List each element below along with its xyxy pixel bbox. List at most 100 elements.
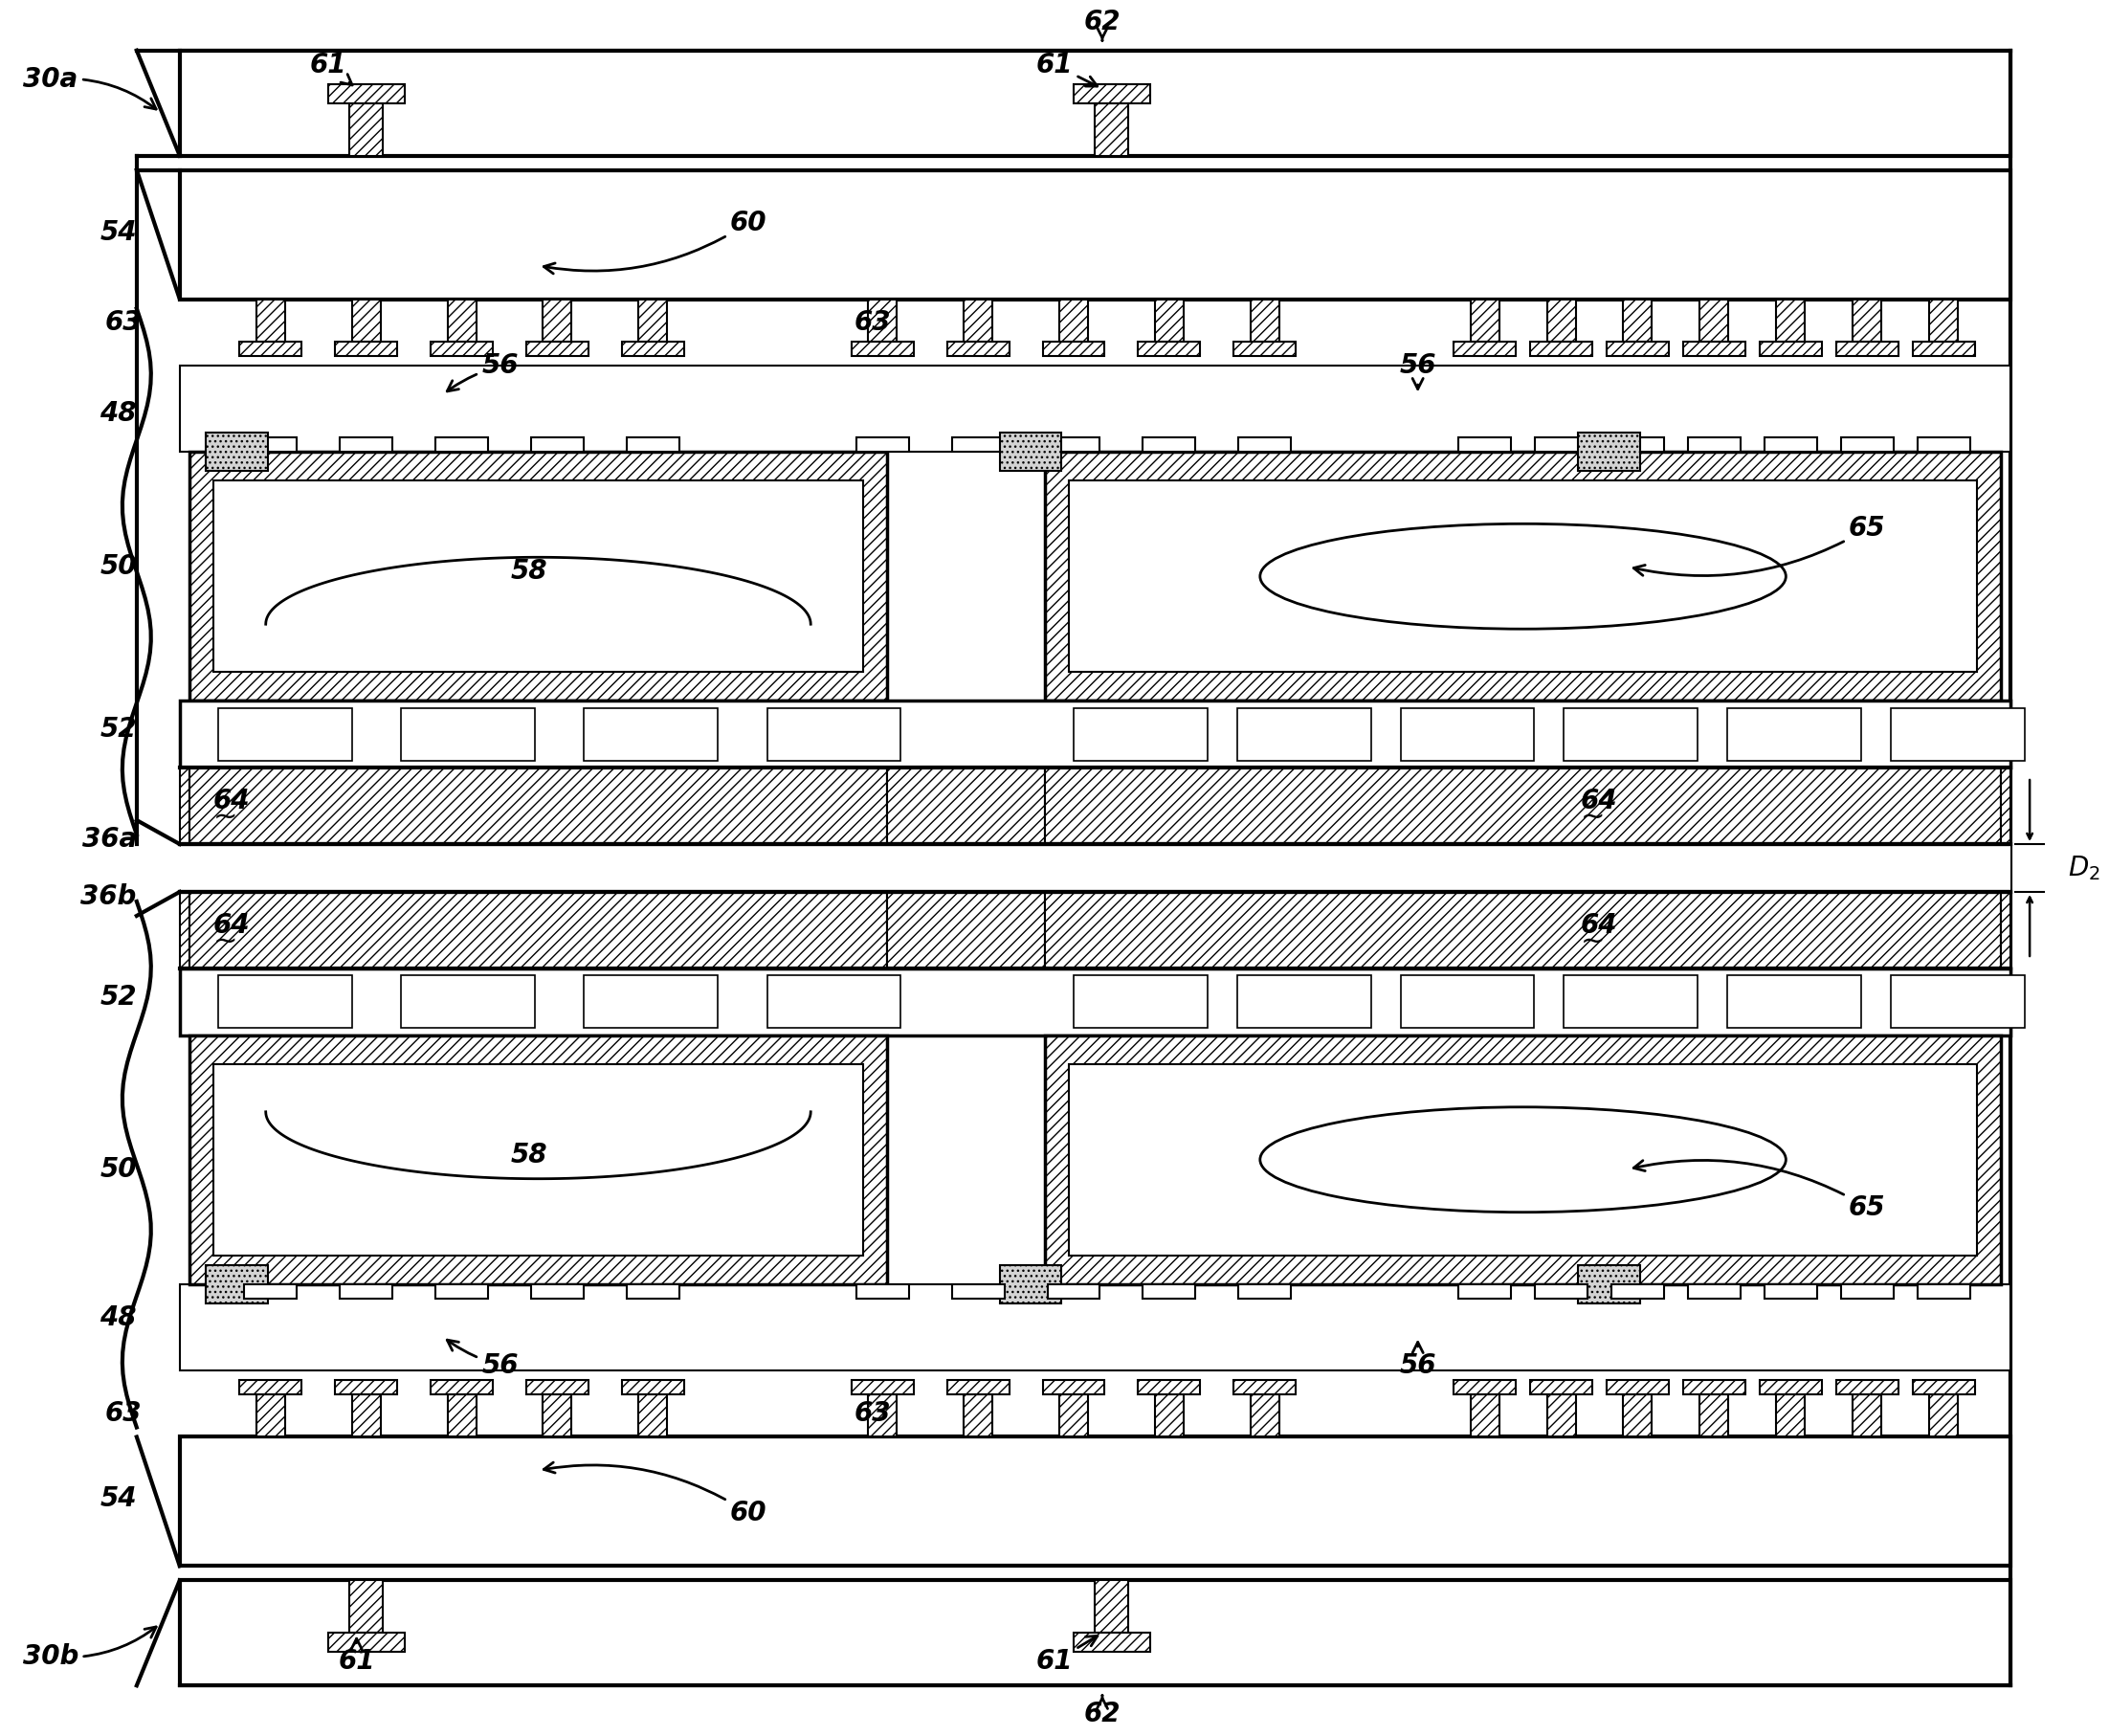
Bar [1841,437,1894,451]
Bar [401,976,536,1028]
Bar [1578,1266,1641,1304]
Text: 56: 56 [1400,352,1436,389]
Bar [245,437,297,451]
Bar [255,299,285,342]
Bar [1578,432,1641,470]
Text: 56: 56 [447,1340,519,1378]
Bar [527,342,588,356]
Bar [542,1394,572,1437]
Bar [401,708,536,760]
Bar [1453,342,1516,356]
Bar [179,1437,2010,1566]
Bar [1759,342,1822,356]
Text: 65: 65 [1634,516,1885,576]
Bar [190,1035,888,1285]
Bar [1611,1285,1664,1299]
Bar [527,1380,588,1394]
Bar [1238,708,1371,760]
Text: 36a: 36a [82,826,137,852]
Bar [352,299,380,342]
Text: 30a: 30a [23,66,156,109]
Bar [1546,1394,1575,1437]
Text: 65: 65 [1634,1160,1885,1220]
Bar [335,342,396,356]
Text: 58: 58 [510,1142,546,1168]
Bar [352,1394,380,1437]
Bar [1765,437,1818,451]
Bar [1000,1266,1061,1304]
Bar [531,1285,584,1299]
Bar [1042,1380,1105,1394]
Bar [1565,976,1698,1028]
Bar [1400,708,1533,760]
Bar [1143,1285,1196,1299]
Text: 64: 64 [213,788,251,814]
Text: 61: 61 [1036,52,1097,87]
Bar [350,1580,384,1634]
Text: 61: 61 [337,1639,375,1675]
Text: 50: 50 [99,1156,137,1182]
Bar [190,451,888,701]
Bar [1042,342,1105,356]
Bar [622,1380,683,1394]
Bar [190,892,888,969]
Bar [447,299,477,342]
Bar [951,1285,1004,1299]
Text: ~: ~ [1580,927,1605,955]
Bar [1624,1394,1651,1437]
Bar [1044,451,2001,701]
Bar [430,342,494,356]
Bar [1251,299,1280,342]
Bar [1683,342,1746,356]
Text: 36b: 36b [80,884,137,910]
Text: 52: 52 [99,715,137,743]
Text: 61: 61 [1036,1635,1097,1675]
Text: 30b: 30b [23,1627,156,1670]
Bar [179,969,2010,1035]
Text: 63: 63 [105,1399,141,1427]
Text: 50: 50 [99,554,137,580]
Bar [1531,1380,1592,1394]
Bar [1059,299,1088,342]
Bar [245,1285,297,1299]
Bar [888,892,1044,969]
Bar [852,342,913,356]
Bar [1841,1285,1894,1299]
Bar [1470,1394,1499,1437]
Bar [2001,892,2010,969]
Bar [542,299,572,342]
Bar [1453,1380,1516,1394]
Bar [1048,1285,1101,1299]
Bar [179,1580,2010,1686]
Bar [217,976,352,1028]
Bar [1095,102,1128,156]
Bar [179,767,190,844]
Bar [1000,432,1061,470]
Bar [327,83,405,102]
Bar [1930,299,1957,342]
Bar [179,844,2010,892]
Bar [856,437,909,451]
Bar [335,1380,396,1394]
Bar [179,366,2010,451]
Bar [531,437,584,451]
Text: 63: 63 [854,1399,890,1427]
Bar [1156,1394,1183,1437]
Bar [1687,1285,1740,1299]
Text: 54: 54 [99,219,137,245]
Bar [852,1380,913,1394]
Text: 54: 54 [99,1486,137,1512]
Bar [1607,1380,1668,1394]
Bar [639,299,666,342]
Bar [179,701,2010,767]
Bar [1238,437,1291,451]
Bar [1837,342,1898,356]
Bar [1069,1064,1976,1255]
Bar [1611,437,1664,451]
Bar [213,1064,863,1255]
Bar [1069,481,1976,672]
Bar [1234,1380,1295,1394]
Bar [1930,1394,1957,1437]
Bar [1776,1394,1805,1437]
Bar [1700,1394,1729,1437]
